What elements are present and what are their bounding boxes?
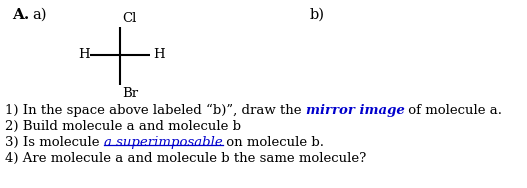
Text: 1) In the space above labeled “b)”, draw the: 1) In the space above labeled “b)”, draw…	[5, 104, 306, 117]
Text: Br: Br	[122, 87, 138, 100]
Text: of molecule a.: of molecule a.	[405, 104, 503, 117]
Text: H: H	[153, 49, 164, 61]
Text: a): a)	[32, 8, 46, 22]
Text: mirror image: mirror image	[306, 104, 405, 117]
Text: a superimposable: a superimposable	[104, 136, 222, 149]
Text: Cl: Cl	[122, 12, 136, 25]
Text: H: H	[78, 49, 90, 61]
Text: A.: A.	[12, 8, 30, 22]
Text: on molecule b.: on molecule b.	[222, 136, 325, 149]
Text: 2) Build molecule a and molecule b: 2) Build molecule a and molecule b	[5, 120, 241, 133]
Text: 3) Is molecule: 3) Is molecule	[5, 136, 104, 149]
Text: b): b)	[310, 8, 325, 22]
Text: 4) Are molecule a and molecule b the same molecule?: 4) Are molecule a and molecule b the sam…	[5, 152, 366, 165]
